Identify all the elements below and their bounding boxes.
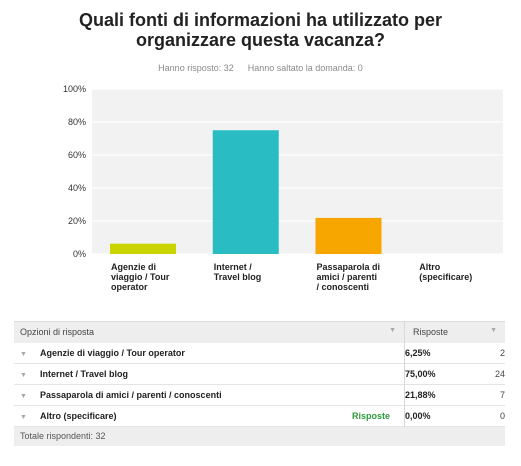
bar[interactable] [110,243,176,254]
response-count: 0 [499,411,505,421]
option-label: Passaparola di amici / parenti / conosce… [40,390,222,400]
y-tick-label: 60% [68,150,86,160]
response-count: 24 [494,369,505,379]
x-category-label: Passaparola di amici / parenti / conoscent… [317,262,397,292]
x-category-label-line: / conoscenti [316,282,370,292]
x-category-label-line: Altro [419,262,441,272]
question-title-line-1: Quali fonti di informazioni ha utilizzat… [79,10,442,30]
table-footer: Totale rispondenti: 32 [14,426,505,446]
x-category-label-line: operator [111,282,148,292]
expand-caret-icon[interactable]: ▼ [20,350,27,358]
option-label: Altro (specificare) [40,411,117,421]
bar[interactable] [315,217,382,254]
x-category-label-line: amici / parenti [316,272,378,282]
x-category-label-line: Travel blog [213,272,262,282]
response-percent: 21,88% [405,390,436,400]
response-stats: Hanno risposto: 32 Hanno saltato la doman… [0,63,521,73]
answered-count: Hanno risposto: 32 [158,63,234,73]
y-tick-label: 100% [63,84,86,94]
table-row: ▼ Passaparola di amici / parenti / conosc… [14,384,505,406]
header-options[interactable]: Opzioni di risposta ▼ [14,321,405,343]
header-options-label: Opzioni di risposta [20,327,95,338]
table-row: ▼ Altro (specificare) Risposte 0,00% 0 [14,405,505,427]
option-cell: ▼ Agenzie di viaggio / Tour operator [14,342,405,364]
response-count: 7 [499,390,505,400]
x-category-label-line: Passaparola di [316,262,381,272]
table-row: ▼ Agenzie di viaggio / Tour operator 6,25%… [14,342,505,364]
y-tick-label: 0% [73,249,86,259]
response-count: 2 [499,347,505,358]
bar[interactable] [212,130,279,254]
plot-area [92,89,503,254]
response-percent: 75,00% [405,369,436,379]
expand-caret-icon[interactable]: ▼ [20,372,27,379]
y-tick-label: 80% [68,117,86,127]
expand-caret-icon[interactable]: ▼ [20,393,27,400]
total-respondents: Totale rispondenti: 32 [20,431,106,442]
x-category-label-line: Agenzie di [111,262,157,272]
table-row: ▼ Internet / Travel blog 75,00% 24 [14,363,505,385]
question-title-line-2: organizzare questa vacanza? [135,30,386,50]
question-title: Quali fonti di informazioni ha utilizzat… [0,10,521,50]
expand-caret-icon[interactable]: ▼ [20,414,27,421]
header-responses-label: Risposte [413,327,449,338]
option-cell: ▼ Altro (specificare) Risposte [14,405,405,427]
bar-chart: 0% 20% 40% 60% 80% 100% [63,84,503,259]
sort-caret-icon[interactable]: ▼ [389,327,396,335]
x-category-label: Agenzie di viaggio / Tour operator [111,262,191,292]
y-tick-label: 20% [68,216,86,226]
option-cell: ▼ Passaparola di amici / parenti / conosc… [14,384,405,406]
table-body: ▼ Agenzie di viaggio / Tour operator 6,25%… [14,342,505,427]
option-cell: ▼ Internet / Travel blog [14,363,405,385]
x-category-label: Altro (specificare) [419,262,499,282]
sort-caret-icon[interactable]: ▼ [490,327,497,335]
responses-link[interactable]: Risposte [351,411,390,421]
x-category-label-line: Internet / [213,262,252,272]
header-responses[interactable]: Risposte ▼ [405,322,506,343]
option-label: Agenzie di viaggio / Tour operator [40,347,185,358]
table-header: Opzioni di risposta ▼ Risposte ▼ [14,321,506,343]
x-category-label-line: (specificare) [419,272,473,282]
x-category-label: Internet / Travel blog [214,262,294,282]
y-tick-label: 40% [68,183,86,193]
x-category-label-line: viaggio / Tour [111,272,170,282]
responses-table: Opzioni di risposta ▼ Risposte ▼ ▼ Agenzi… [14,321,505,446]
response-percent: 0,00% [405,411,431,421]
option-label: Internet / Travel blog [40,369,129,379]
response-percent: 6,25% [405,347,431,358]
skipped-count: Hanno saltato la domanda: 0 [247,63,363,73]
